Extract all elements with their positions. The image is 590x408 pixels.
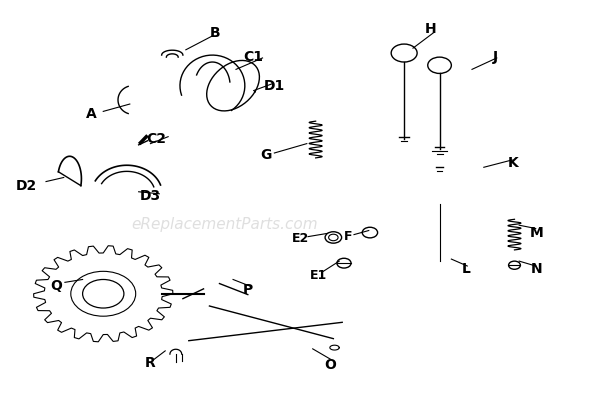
Text: G: G bbox=[260, 148, 271, 162]
Text: D1: D1 bbox=[264, 79, 285, 93]
Text: C1: C1 bbox=[244, 50, 264, 64]
Text: D2: D2 bbox=[16, 179, 37, 193]
Text: L: L bbox=[461, 262, 471, 276]
Text: E1: E1 bbox=[310, 269, 327, 282]
Text: N: N bbox=[531, 262, 543, 276]
Text: E2: E2 bbox=[292, 232, 310, 245]
Text: eReplacementParts.com: eReplacementParts.com bbox=[131, 217, 317, 232]
Text: O: O bbox=[324, 358, 336, 372]
Text: M: M bbox=[530, 226, 544, 239]
Text: F: F bbox=[344, 230, 352, 243]
Text: R: R bbox=[145, 356, 156, 370]
Text: J: J bbox=[493, 50, 498, 64]
Text: A: A bbox=[86, 107, 97, 121]
Text: C2: C2 bbox=[146, 132, 166, 146]
Text: D3: D3 bbox=[140, 189, 161, 203]
Text: Q: Q bbox=[50, 279, 62, 293]
Text: K: K bbox=[508, 156, 519, 170]
Text: P: P bbox=[242, 283, 253, 297]
Text: H: H bbox=[425, 22, 437, 35]
Text: B: B bbox=[210, 26, 221, 40]
